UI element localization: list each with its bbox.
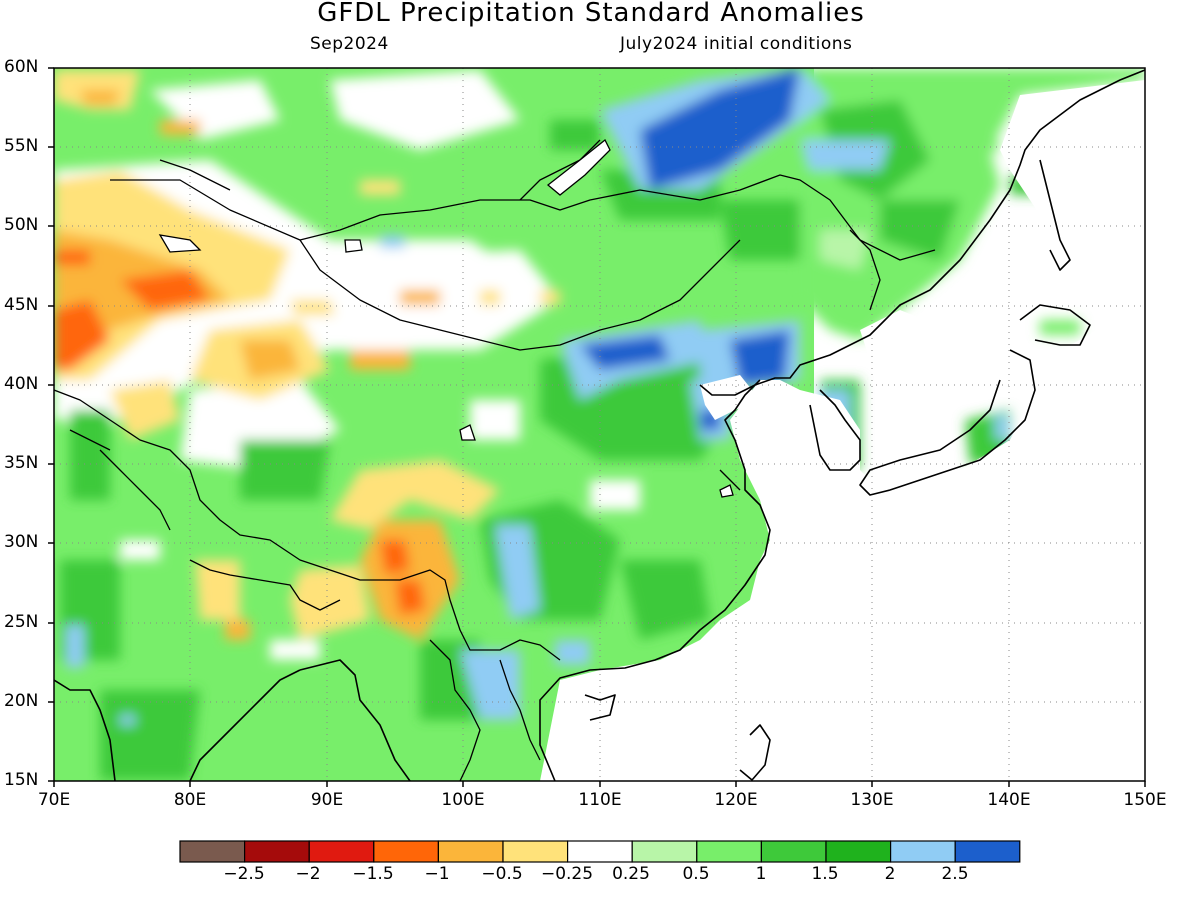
colorbar-label: −0.5: [481, 864, 523, 884]
colorbar-swatch: [437, 840, 504, 863]
colorbar-label: 0.25: [612, 864, 650, 884]
colorbar-swatch: [954, 840, 1021, 863]
colorbar-label: 1: [755, 864, 767, 884]
lon-label-120e: 120E: [714, 790, 758, 810]
lon-label-130e: 130E: [850, 790, 894, 810]
lon-label-90e: 90E: [310, 790, 344, 810]
lat-label-25n: 25N: [4, 612, 39, 632]
lon-label-80e: 80E: [173, 790, 207, 810]
lon-label-70e: 70E: [37, 790, 71, 810]
colorbar-label: −1: [424, 864, 450, 884]
lon-label-140e: 140E: [987, 790, 1031, 810]
colorbar-swatch: [179, 840, 246, 863]
colorbar-label: −1.5: [352, 864, 394, 884]
lat-label-15n: 15N: [4, 770, 39, 790]
chart-title: GFDL Precipitation Standard Anomalies: [317, 0, 865, 28]
axis-ticks: [48, 67, 1146, 787]
coastlines: [54, 69, 1145, 781]
colorbar-label: 0.5: [682, 864, 710, 884]
lon-label-100e: 100E: [441, 790, 485, 810]
lat-label-20n: 20N: [4, 691, 39, 711]
colorbar-swatch: [760, 840, 827, 863]
colorbar-swatch: [502, 840, 569, 863]
colorbar-swatch: [244, 840, 310, 863]
colorbar-label: 1.5: [811, 864, 839, 884]
map-gridlines: [54, 68, 1145, 781]
lat-label-40n: 40N: [4, 374, 39, 394]
lat-label-30n: 30N: [4, 532, 39, 552]
colorbar-swatch: [373, 840, 439, 863]
country-borders: [54, 139, 936, 781]
colorbar-swatch: [631, 840, 698, 863]
colorbar: [179, 840, 1021, 863]
lat-label-60n: 60N: [4, 57, 39, 77]
ocean-mask: [540, 80, 1145, 781]
lon-label-110e: 110E: [578, 790, 622, 810]
colorbar-label: 2: [884, 864, 896, 884]
colorbar-swatch: [696, 840, 762, 863]
lat-label-55n: 55N: [4, 136, 39, 156]
colorbar-label: −2: [295, 864, 321, 884]
lat-label-50n: 50N: [4, 215, 39, 235]
colorbar-swatch: [825, 840, 892, 863]
colorbar-label: −0.25: [540, 864, 594, 884]
colorbar-label: 2.5: [941, 864, 969, 884]
valid-month-label: Sep2024: [310, 34, 389, 54]
colorbar-swatch: [566, 840, 633, 863]
lat-label-45n: 45N: [4, 295, 39, 315]
init-conditions-label: July2024 initial conditions: [620, 34, 853, 54]
lat-label-35n: 35N: [4, 453, 39, 473]
lon-label-150e: 150E: [1123, 790, 1167, 810]
lakes: [158, 138, 734, 498]
colorbar-label: −2.5: [223, 864, 265, 884]
colorbar-swatch: [308, 840, 375, 863]
colorbar-swatch: [889, 840, 956, 863]
